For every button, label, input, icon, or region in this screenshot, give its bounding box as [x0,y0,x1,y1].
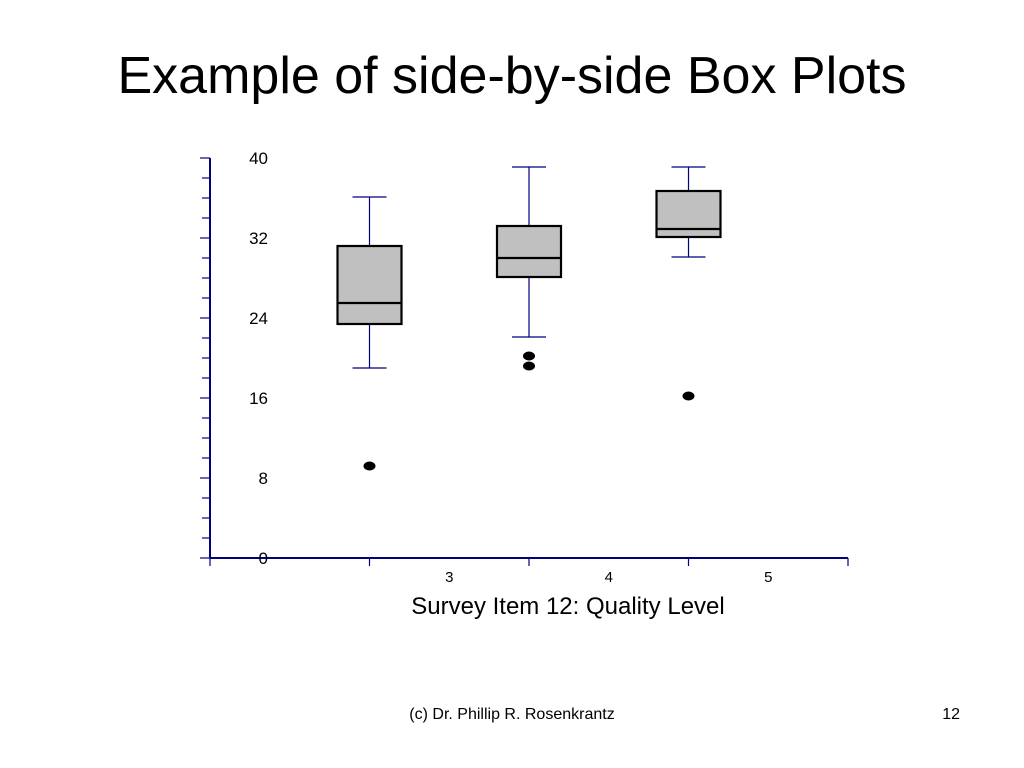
y-tick-label: 32 [249,229,268,248]
box-plot-5 [655,166,722,401]
footer-credit: (c) Dr. Phillip R. Rosenkrantz [409,706,615,723]
y-tick-label: 40 [249,149,268,168]
x-tick-label: 3 [445,569,453,586]
y-tick-label: 8 [259,469,268,488]
outlier-point [682,391,695,401]
x-tick-label: 4 [605,569,613,586]
box-iqr [655,189,722,239]
y-tick-label: 24 [249,309,268,328]
x-axis-label: Survey Item 12: Quality Level [411,593,724,620]
page-number: 12 [942,706,960,723]
y-tick-label: 0 [259,549,268,568]
outlier-point [523,361,535,371]
y-tick-label: 16 [249,389,268,408]
slide-title: Example of side-by-side Box Plots [117,47,907,105]
box-plot-3 [336,196,403,471]
x-tick-label: 5 [764,569,772,586]
box-iqr [336,244,403,326]
axis-ticks: 0 8 16 24 32 40 3 4 5 [200,149,849,586]
box-plot-4 [495,166,563,371]
box-series [336,166,722,471]
box-iqr [495,224,563,279]
outlier-point [363,461,376,471]
outlier-point [523,351,535,361]
